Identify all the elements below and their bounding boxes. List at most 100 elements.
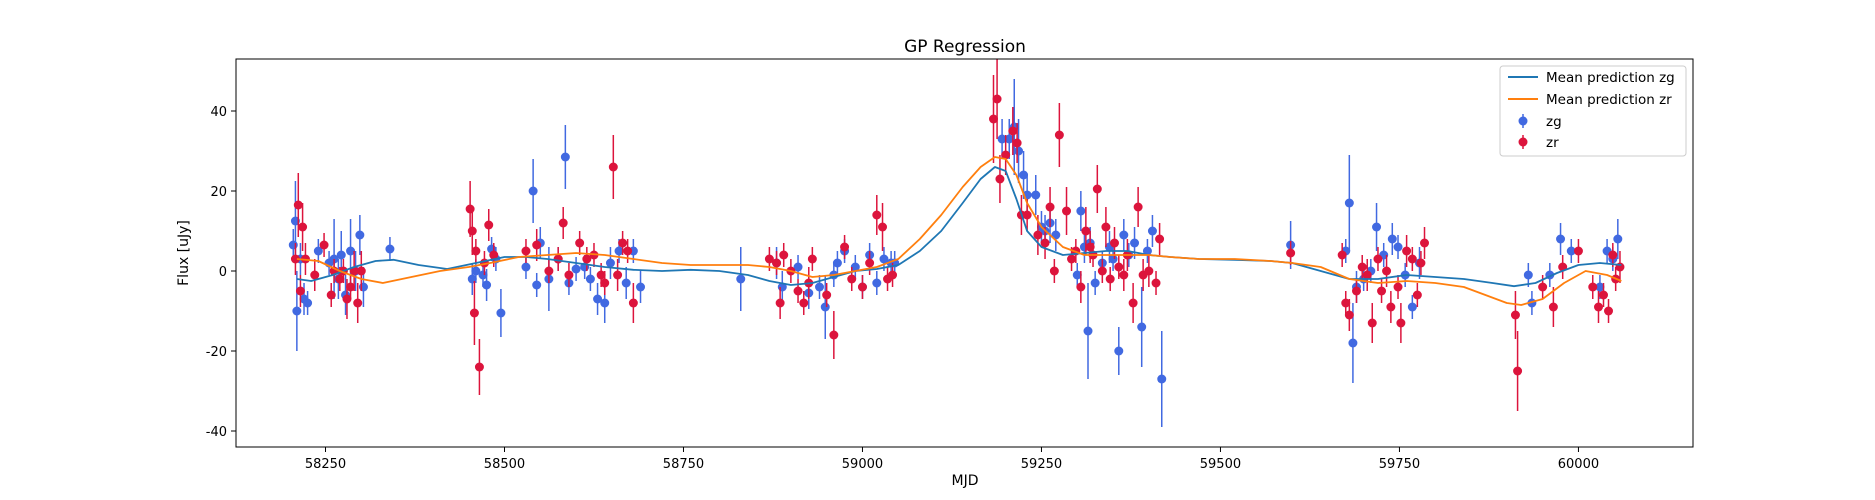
data-point-zr	[1101, 222, 1111, 232]
data-point-zr	[1382, 266, 1392, 276]
data-point-zr	[1133, 202, 1143, 212]
x-tick-label: 59250	[1021, 457, 1062, 472]
data-point-zr	[829, 330, 839, 340]
data-point-zr	[847, 274, 857, 284]
chart-title: GP Regression	[904, 37, 1026, 57]
data-point-zr	[553, 254, 563, 264]
x-tick-label: 58500	[484, 457, 525, 472]
data-point-zg	[1083, 326, 1093, 336]
data-point-zr	[840, 242, 850, 252]
data-point-zg	[1566, 246, 1576, 256]
data-point-zg	[1393, 242, 1403, 252]
data-point-zr	[995, 174, 1005, 184]
legend-label-zr: zr	[1546, 135, 1559, 151]
data-point-zg	[1119, 230, 1129, 240]
data-point-zg	[385, 244, 395, 254]
data-point-zr	[596, 270, 606, 280]
data-point-zg	[528, 186, 538, 196]
plot-area	[288, 59, 1625, 427]
legend: Mean prediction zg Mean prediction zr zg…	[1499, 65, 1687, 157]
legend-box	[1499, 65, 1687, 157]
data-point-zr	[474, 362, 484, 372]
data-point-zr	[1049, 266, 1059, 276]
data-point-zg	[1556, 234, 1566, 244]
data-point-zg	[1344, 198, 1354, 208]
data-point-zg	[605, 258, 615, 268]
data-point-zg	[820, 302, 830, 312]
data-point-zg	[585, 274, 595, 284]
data-point-zr	[1407, 254, 1417, 264]
data-point-zr	[1420, 238, 1430, 248]
data-point-zr	[319, 240, 329, 250]
data-point-zr	[1351, 286, 1361, 296]
data-point-zr	[779, 250, 789, 260]
data-point-zg	[736, 274, 746, 284]
x-axis: 58250 58500 58750 59000 59250 59500 59750 60000	[305, 447, 1599, 472]
data-point-zr	[1402, 246, 1412, 256]
data-point-zg	[850, 262, 860, 272]
data-point-zr	[872, 210, 882, 220]
data-point-zr	[575, 238, 585, 248]
data-point-zg	[496, 308, 506, 318]
data-point-zr	[793, 286, 803, 296]
data-point-zg	[1090, 278, 1100, 288]
y-tick-label: -20	[206, 345, 227, 360]
data-point-zg	[355, 230, 365, 240]
data-point-zg	[1523, 270, 1533, 280]
data-point-zg	[1004, 134, 1014, 144]
data-point-zg	[1072, 270, 1082, 280]
data-point-zr	[465, 204, 475, 214]
data-point-zg	[532, 280, 542, 290]
data-point-zg	[997, 134, 1007, 144]
data-point-zr	[857, 282, 867, 292]
data-point-zr	[1373, 254, 1383, 264]
data-point-zr	[346, 282, 356, 292]
data-point-zr	[878, 222, 888, 232]
data-point-zr	[1588, 282, 1598, 292]
data-point-zr	[1151, 278, 1161, 288]
data-point-zr	[1105, 274, 1115, 284]
data-point-zg	[1130, 238, 1140, 248]
data-point-zg	[1147, 226, 1157, 236]
legend-swatch-zg	[1518, 116, 1528, 126]
data-point-zr	[1067, 254, 1077, 264]
data-point-zr	[1081, 226, 1091, 236]
data-point-zr	[1412, 290, 1422, 300]
data-point-zr	[1593, 302, 1603, 312]
data-point-zr	[1076, 282, 1086, 292]
data-point-zg	[478, 270, 488, 280]
data-point-zg	[1348, 338, 1358, 348]
data-point-zr	[1033, 230, 1043, 240]
data-point-zr	[356, 266, 366, 276]
data-point-zg	[636, 282, 646, 292]
x-axis-label: MJD	[952, 473, 979, 489]
data-point-zr	[544, 266, 554, 276]
data-point-zr	[489, 250, 499, 260]
data-point-zr	[1513, 366, 1523, 376]
data-point-zg	[303, 298, 313, 308]
data-point-zr	[1377, 286, 1387, 296]
data-point-zr	[1144, 266, 1154, 276]
data-point-zr	[484, 220, 494, 230]
x-tick-label: 60000	[1558, 457, 1599, 472]
data-point-zg	[832, 258, 842, 268]
data-point-zr	[822, 290, 832, 300]
data-point-zg	[793, 262, 803, 272]
data-point-zr	[326, 290, 336, 300]
data-point-zr	[992, 94, 1002, 104]
data-point-zg	[872, 278, 882, 288]
data-point-zr	[888, 270, 898, 280]
data-point-zr	[1286, 248, 1296, 258]
data-point-zr	[1510, 310, 1520, 320]
data-point-zg	[614, 246, 624, 256]
data-point-zr	[807, 254, 817, 264]
data-point-zr	[290, 254, 300, 264]
data-point-zr	[1362, 270, 1372, 280]
data-point-zr	[1344, 310, 1354, 320]
data-point-zg	[482, 280, 492, 290]
data-point-zr	[342, 294, 352, 304]
data-point-zg	[1031, 190, 1041, 200]
data-point-zr	[1114, 262, 1124, 272]
data-point-zr	[623, 246, 633, 256]
